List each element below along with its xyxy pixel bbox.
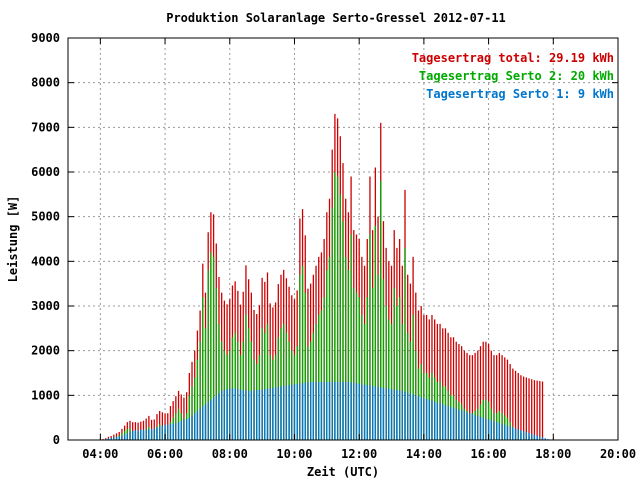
y-tick-label: 0: [53, 433, 60, 447]
legend-entry: Tagesertrag total: 29.19 kWh: [412, 51, 614, 65]
y-tick-label: 9000: [31, 31, 60, 45]
y-tick-label: 8000: [31, 76, 60, 90]
legend-entry: Tagesertrag Serto 1: 9 kWh: [426, 87, 614, 101]
x-axis-label: Zeit (UTC): [307, 465, 379, 479]
y-tick-label: 5000: [31, 210, 60, 224]
y-tick-label: 1000: [31, 388, 60, 402]
legend: Tagesertrag total: 29.19 kWh Tagesertrag …: [412, 51, 614, 101]
x-tick-label: 04:00: [82, 447, 118, 461]
bars: [102, 113, 557, 440]
y-tick-label: 2000: [31, 344, 60, 358]
x-tick-label: 06:00: [147, 447, 183, 461]
y-ticks: 0 1000 2000 3000 4000 5000 6000 7000 8000 9000: [31, 31, 618, 447]
series-serto1: [102, 381, 557, 440]
y-axis-label: Leistung [W]: [6, 196, 20, 283]
x-tick-label: 10:00: [276, 447, 312, 461]
x-tick-label: 12:00: [341, 447, 377, 461]
x-tick-label: 08:00: [212, 447, 248, 461]
x-tick-label: 14:00: [406, 447, 442, 461]
chart-title: Produktion Solaranlage Serto-Gressel 201…: [166, 11, 506, 25]
y-tick-label: 6000: [31, 165, 60, 179]
series-total: [102, 113, 544, 440]
y-tick-label: 3000: [31, 299, 60, 313]
x-tick-label: 18:00: [535, 447, 571, 461]
x-ticks: 04:00 06:00 08:00 10:00 12:00 14:00 16:00 18:00…: [82, 38, 636, 461]
plot-frame: [67, 37, 619, 441]
y-tick-label: 7000: [31, 120, 60, 134]
x-tick-label: 20:00: [600, 447, 636, 461]
legend-entry: Tagesertrag Serto 2: 20 kWh: [419, 69, 614, 83]
x-tick-label: 16:00: [471, 447, 507, 461]
y-tick-label: 4000: [31, 254, 60, 268]
